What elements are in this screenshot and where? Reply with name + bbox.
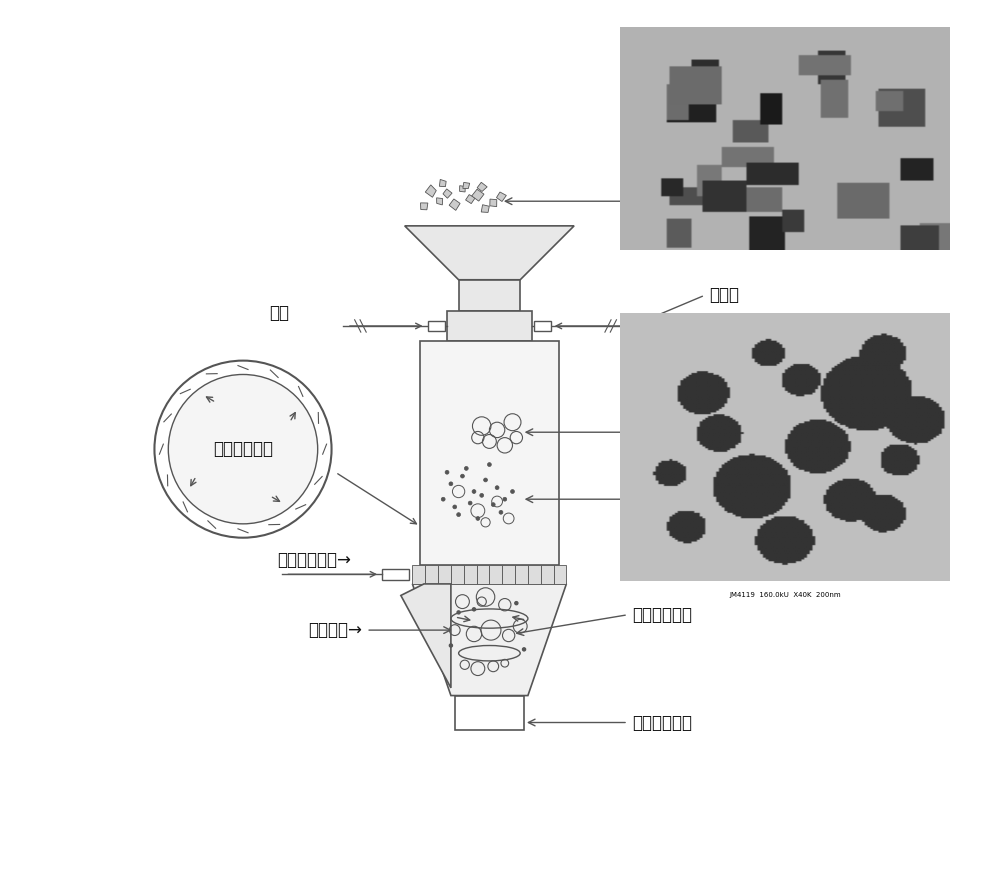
Circle shape xyxy=(461,474,464,478)
Polygon shape xyxy=(472,190,484,201)
Bar xyxy=(425,565,438,584)
Circle shape xyxy=(491,502,495,507)
Bar xyxy=(554,565,566,584)
Polygon shape xyxy=(481,205,489,213)
Bar xyxy=(451,565,464,584)
Circle shape xyxy=(484,478,487,482)
Circle shape xyxy=(487,462,491,467)
Bar xyxy=(382,569,409,579)
Circle shape xyxy=(441,497,445,502)
Text: 氧气: 氧气 xyxy=(269,304,289,322)
Text: 切向导流夹套: 切向导流夹套 xyxy=(213,440,273,458)
Polygon shape xyxy=(449,199,460,210)
Text: 切向导流空气→: 切向导流空气→ xyxy=(278,552,352,569)
Polygon shape xyxy=(401,584,451,687)
Circle shape xyxy=(472,490,476,493)
Bar xyxy=(455,696,524,730)
Text: 角型二氧化硅: 角型二氧化硅 xyxy=(709,192,769,210)
Bar xyxy=(464,565,477,584)
Polygon shape xyxy=(439,180,446,187)
Polygon shape xyxy=(425,185,436,198)
Circle shape xyxy=(457,512,461,517)
Bar xyxy=(477,565,489,584)
Text: 天然气: 天然气 xyxy=(709,286,739,304)
Circle shape xyxy=(511,490,514,493)
Circle shape xyxy=(499,510,503,514)
Polygon shape xyxy=(466,195,475,204)
Polygon shape xyxy=(437,198,443,205)
Polygon shape xyxy=(405,226,574,280)
Circle shape xyxy=(495,485,499,490)
Bar xyxy=(428,321,445,331)
Circle shape xyxy=(523,648,526,651)
Bar xyxy=(438,565,451,584)
Text: 液态、气态二氧化硅: 液态、气态二氧化硅 xyxy=(632,490,722,508)
Bar xyxy=(412,565,425,584)
Circle shape xyxy=(503,497,507,502)
Circle shape xyxy=(464,467,468,470)
Circle shape xyxy=(453,505,457,509)
Circle shape xyxy=(445,470,449,474)
Circle shape xyxy=(472,608,476,611)
Bar xyxy=(447,310,532,342)
Polygon shape xyxy=(443,189,452,198)
Circle shape xyxy=(468,502,472,505)
Polygon shape xyxy=(412,584,566,696)
Bar xyxy=(534,321,551,331)
Circle shape xyxy=(480,493,484,497)
Text: 冷却水套→: 冷却水套→ xyxy=(308,621,362,639)
Bar xyxy=(528,565,541,584)
Bar xyxy=(489,565,502,584)
Bar xyxy=(541,565,554,584)
Circle shape xyxy=(168,375,318,524)
Polygon shape xyxy=(496,192,506,201)
Polygon shape xyxy=(477,182,487,191)
Bar xyxy=(420,342,559,565)
Text: 球型二氧化硅: 球型二氧化硅 xyxy=(632,713,692,731)
Text: 熔融液态二氧化硅: 熔融液态二氧化硅 xyxy=(632,423,712,442)
Text: JM4119  160.0kU  X40K  200nm: JM4119 160.0kU X40K 200nm xyxy=(729,592,841,598)
Circle shape xyxy=(457,611,460,614)
Polygon shape xyxy=(463,182,470,189)
Text: 固态二氧化硅: 固态二氧化硅 xyxy=(632,606,692,624)
Polygon shape xyxy=(421,203,428,210)
Bar xyxy=(459,280,520,310)
Circle shape xyxy=(515,602,518,604)
Bar xyxy=(515,565,528,584)
Polygon shape xyxy=(490,199,497,207)
Circle shape xyxy=(476,517,480,520)
Circle shape xyxy=(449,482,453,485)
Bar xyxy=(502,565,515,584)
Polygon shape xyxy=(460,186,465,192)
Circle shape xyxy=(449,644,452,647)
